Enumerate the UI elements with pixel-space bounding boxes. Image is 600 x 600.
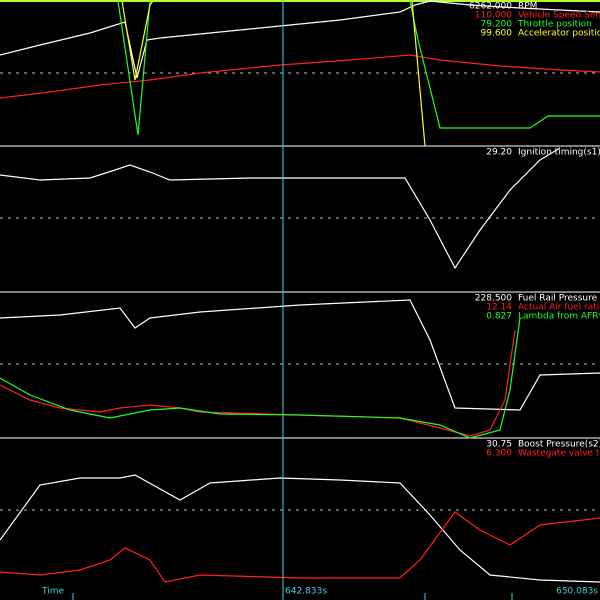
readout-value: 79.200	[481, 20, 513, 30]
end-time: 650.083s	[556, 587, 598, 597]
trace	[0, 474, 600, 583]
readout-label: Wastegate valve target(s1)	[518, 449, 600, 459]
readout-value: 6262.000	[469, 2, 512, 12]
time-label: Time	[41, 587, 64, 597]
readout-value: 6.300	[486, 449, 512, 459]
readout-label: Vehicle Speed Sensor	[518, 11, 600, 21]
trace	[117, 0, 151, 136]
trace	[0, 0, 600, 79]
trace	[0, 299, 600, 411]
trace	[409, 0, 600, 129]
readout-value: 12.14	[486, 303, 512, 313]
readout-label: Actual Air fuel ratio B1(s2)	[518, 303, 600, 313]
readout-label: Lambda from AFR*(s2)	[518, 312, 600, 322]
readout-value: 228.500	[475, 294, 512, 304]
footer-ticks	[72, 593, 513, 600]
trace	[0, 511, 600, 583]
trace	[0, 54, 600, 99]
trace	[0, 317, 521, 439]
readout-label: Boost Pressure(s2)	[518, 440, 600, 450]
readout-label: Ignition timing(s1)	[518, 148, 600, 158]
readout-label: Throttle position	[517, 20, 592, 30]
readout-label: Accelerator position	[518, 29, 600, 39]
readout-value: 0.827	[486, 312, 512, 322]
cursor-time: 642.833s	[285, 587, 327, 597]
readout-label: RPM	[518, 2, 537, 12]
readout-value: 30.75	[486, 440, 512, 450]
trace	[0, 147, 561, 270]
readout-value: 99.600	[481, 29, 513, 39]
readout-value: 29.20	[486, 148, 512, 158]
readout-label: Fuel Rail Pressure	[518, 294, 598, 304]
readout-value: 110.000	[475, 11, 512, 21]
panel-dividers	[0, 145, 600, 439]
trace	[411, 0, 426, 147]
trace	[121, 0, 154, 81]
trace	[0, 329, 516, 437]
